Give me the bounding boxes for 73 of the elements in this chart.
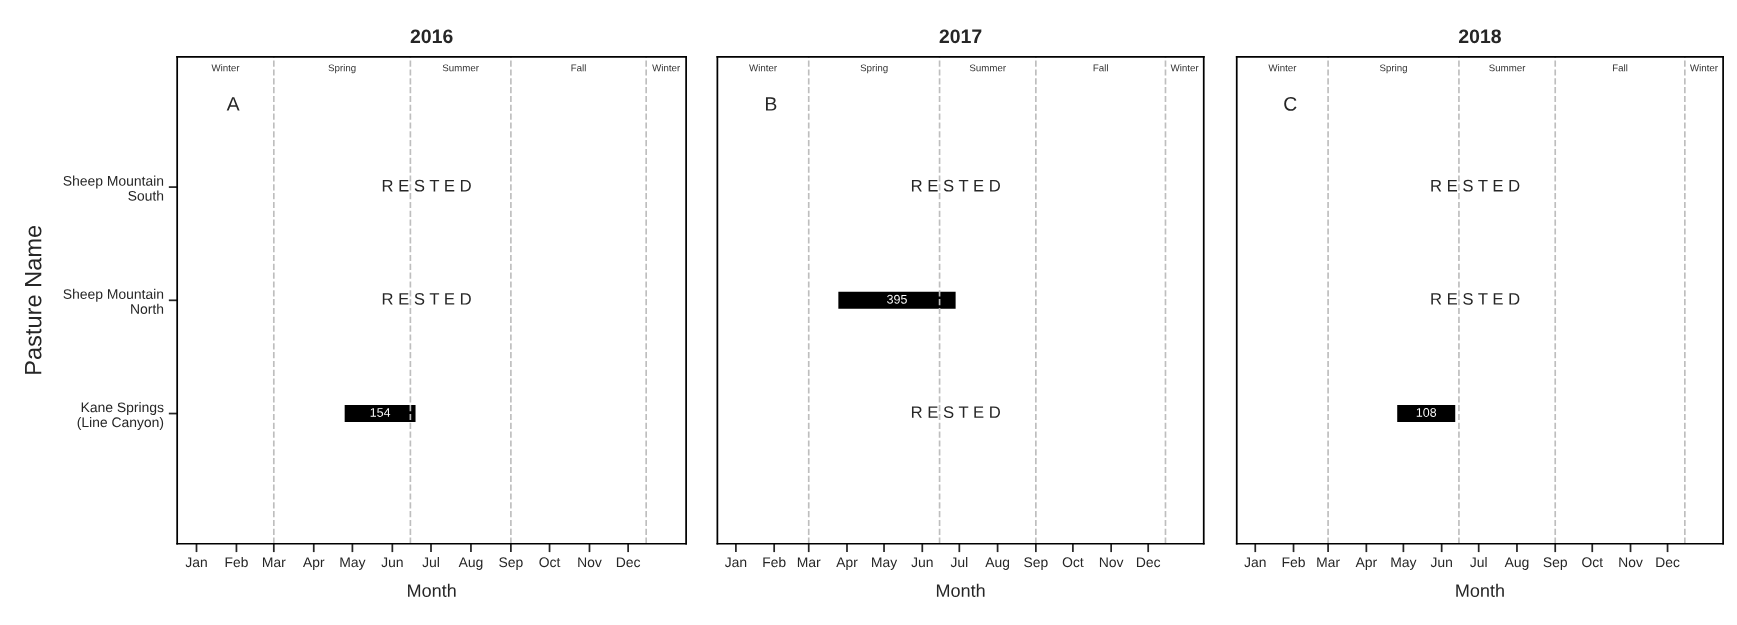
annotation: 395	[887, 294, 907, 304]
x-tick-label: Dec	[1136, 557, 1161, 568]
annotation: Spring	[860, 64, 888, 74]
x-tick-label: Nov	[1619, 557, 1643, 568]
x-tick-label: Jul	[950, 556, 968, 568]
x-tick-label: Sep	[1024, 557, 1048, 570]
annotation: Winter	[1689, 64, 1718, 72]
annotation: C	[1284, 97, 1297, 111]
x-tick-label: Oct	[1062, 557, 1084, 568]
annotation: R E S T E D	[1431, 292, 1520, 305]
y-tick-label: Sheep Mountain South	[63, 175, 164, 201]
annotation: 154	[370, 408, 391, 417]
x-tick-label: May	[1391, 557, 1417, 570]
x-tick-label: Aug	[458, 557, 483, 570]
x-tick-label: Apr	[1355, 557, 1377, 570]
x-tick-label: Sep	[1543, 557, 1567, 570]
x-tick-label: Jan	[1244, 557, 1266, 568]
y-axis-title: Pasture Name	[25, 225, 42, 374]
annotation: Winter	[211, 64, 240, 72]
x-tick-label: Mar	[1317, 557, 1340, 568]
x-tick-label: Mar	[797, 557, 821, 568]
x-tick-label: Jan	[724, 557, 747, 568]
annotation: Fall	[1613, 64, 1628, 72]
annotation: Fall	[571, 64, 586, 72]
y-tick-label: Kane Springs (Line Canyon)	[77, 402, 164, 430]
annotation: Summer	[442, 64, 479, 72]
x-tick-label: Jul	[422, 556, 439, 568]
x-tick-label: Jun	[381, 557, 403, 568]
y-tick-label: Sheep Mountain North	[63, 288, 164, 314]
x-tick-label: Nov	[1099, 557, 1124, 568]
annotation: Spring	[1379, 64, 1407, 74]
x-tick-label: Jul	[1470, 556, 1487, 568]
annotation: Winter	[1268, 64, 1297, 72]
x-tick-label: Dec	[616, 557, 641, 568]
annotation: R E S T E D	[382, 292, 471, 305]
chart-title: 2017	[939, 29, 982, 44]
x-tick-label: Dec	[1656, 557, 1680, 568]
annotation: Spring	[328, 64, 356, 74]
annotation: R E S T E D	[911, 179, 1000, 192]
x-tick-label: Feb	[763, 556, 786, 568]
x-tick-label: Jun	[911, 557, 933, 568]
annotation: A	[226, 97, 240, 111]
annotation: Fall	[1093, 64, 1108, 72]
x-tick-label: Feb	[1282, 556, 1305, 568]
annotation: R E S T E D	[1431, 179, 1520, 192]
annotation: 108	[1416, 408, 1437, 417]
x-tick-label: Mar	[262, 557, 286, 568]
annotation: Winter	[1170, 64, 1199, 72]
x-tick-label: Aug	[1504, 557, 1529, 570]
x-axis-title: Month	[1456, 583, 1504, 598]
chart-title: 2018	[1458, 29, 1501, 44]
x-tick-label: Feb	[225, 556, 248, 568]
x-tick-label: Jan	[185, 557, 207, 568]
x-tick-label: Oct	[1582, 557, 1603, 568]
x-tick-label: Aug	[985, 557, 1010, 570]
x-tick-label: May	[340, 557, 366, 570]
x-tick-label: May	[872, 557, 898, 570]
annotation: Summer	[969, 64, 1006, 72]
chart-title: 2016	[410, 29, 453, 44]
x-tick-label: Jun	[1430, 557, 1452, 568]
x-tick-label: Nov	[578, 557, 602, 568]
annotation: Winter	[749, 64, 777, 72]
x-tick-label: Oct	[539, 557, 561, 568]
annotation: Summer	[1489, 64, 1526, 72]
annotation: R E S T E D	[382, 179, 471, 192]
x-tick-label: Apr	[302, 557, 325, 570]
annotation: R E S T E D	[911, 406, 1000, 419]
x-axis-title: Month	[408, 583, 456, 598]
x-tick-label: Apr	[836, 557, 858, 570]
annotation: B	[765, 97, 777, 111]
annotation: Winter	[652, 64, 681, 72]
x-tick-label: Sep	[499, 557, 523, 570]
x-axis-title: Month	[936, 583, 985, 598]
